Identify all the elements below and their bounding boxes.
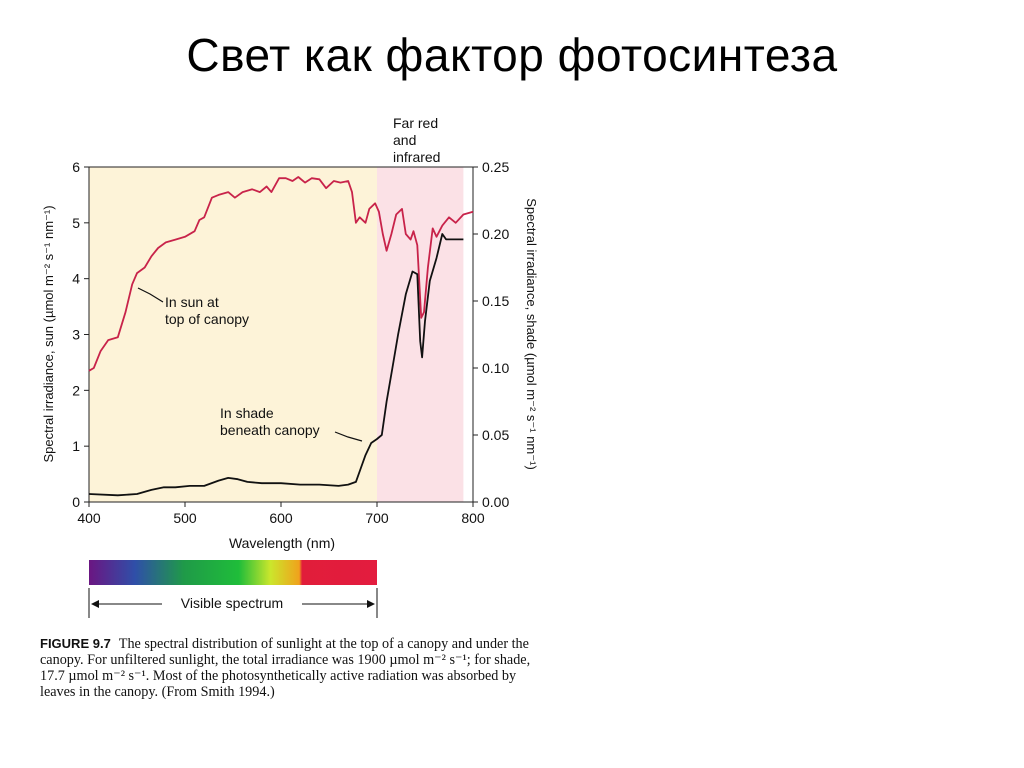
- region-label-line2: and: [393, 132, 416, 148]
- sun-curve: [88, 176, 474, 372]
- x-tick-label-0: 400: [77, 510, 101, 526]
- region-band-0: [89, 167, 377, 502]
- shade-annotation-line1: In shade: [220, 405, 274, 421]
- shade-annotation-line2: beneath canopy: [220, 422, 320, 438]
- figure-caption-text: The spectral distribution of sunlight at…: [40, 636, 531, 700]
- region-label-line3: infrared: [393, 149, 440, 165]
- figure-label: FIGURE 9.7: [40, 636, 111, 651]
- visible-spectrum-bar: [89, 560, 377, 585]
- x-tick-label-1: 500: [173, 510, 197, 526]
- y-left-tick-label-4: 4: [72, 271, 80, 287]
- slide-title: Свет как фактор фотосинтеза: [186, 29, 838, 81]
- y-right-tick-label-1: 0.05: [482, 427, 509, 443]
- shade-annotation-leader: [334, 431, 363, 442]
- y-axis-right-label: Spectral irradiance, shade (µmol m⁻² s⁻¹…: [524, 198, 539, 470]
- sun-annotation-line2: top of canopy: [165, 311, 249, 327]
- y-left-tick-label-3: 3: [72, 327, 80, 343]
- figure-caption: FIGURE 9.7 The spectral distribution of s…: [40, 636, 540, 700]
- x-tick-label-2: 600: [269, 510, 293, 526]
- y-axis-left-label: Spectral irradiance, sun (µmol m⁻² s⁻¹ n…: [41, 205, 56, 462]
- sun-annotation-line1: In sun at: [165, 294, 219, 310]
- y-right-tick-label-4: 0.20: [482, 226, 509, 242]
- spectrum-arrow-right-head: [367, 600, 375, 608]
- sun-annotation-leader: [137, 287, 164, 303]
- y-left-tick-label-2: 2: [72, 382, 80, 398]
- y-left-tick-label-6: 6: [72, 159, 80, 175]
- visible-spectrum-label: Visible spectrum: [181, 595, 283, 611]
- y-left-tick-label-5: 5: [72, 215, 80, 231]
- x-axis-label: Wavelength (nm): [229, 535, 335, 551]
- region-label-line1: Far red: [393, 115, 438, 131]
- spectrum-arrow-left-head: [91, 600, 99, 608]
- x-tick-label-3: 700: [365, 510, 389, 526]
- y-right-tick-label-3: 0.15: [482, 293, 509, 309]
- y-right-tick-label-5: 0.25: [482, 159, 509, 175]
- x-tick-label-4: 800: [461, 510, 485, 526]
- y-left-tick-label-1: 1: [72, 438, 80, 454]
- y-right-tick-label-0: 0.00: [482, 494, 509, 510]
- y-right-tick-label-2: 0.10: [482, 360, 509, 376]
- y-left-tick-label-0: 0: [72, 494, 80, 510]
- shade-curve: [88, 233, 464, 497]
